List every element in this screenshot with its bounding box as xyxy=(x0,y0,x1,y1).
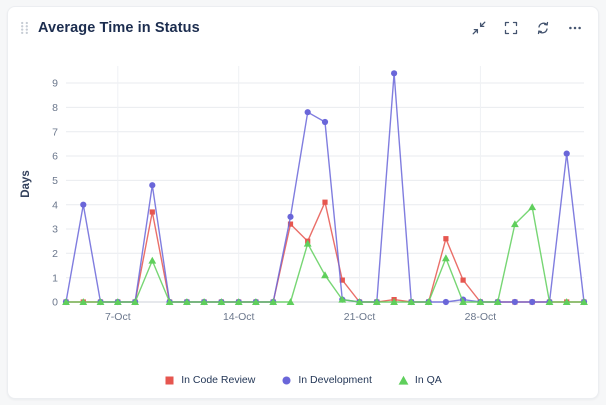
y-axis-label: Days xyxy=(20,170,32,198)
x-tick-label: 21-Oct xyxy=(344,311,376,323)
x-tick-label: 7-Oct xyxy=(105,311,131,323)
x-tick-label: 14-Oct xyxy=(223,311,255,323)
legend-item-in-code-review[interactable]: In Code Review xyxy=(164,374,255,386)
collapse-icon[interactable] xyxy=(472,21,486,35)
legend-label: In QA xyxy=(414,374,442,386)
fullscreen-icon[interactable] xyxy=(504,21,518,35)
widget-title: Average Time in Status xyxy=(38,20,200,36)
y-tick-label: 5 xyxy=(52,175,58,187)
y-tick-label: 9 xyxy=(52,78,58,90)
average-time-in-status-widget: Average Time in Status xyxy=(7,6,599,399)
refresh-icon[interactable] xyxy=(536,21,550,35)
legend-label: In Development xyxy=(298,374,372,386)
y-tick-label: 6 xyxy=(52,151,58,163)
drag-handle-icon[interactable] xyxy=(20,21,29,35)
square-marker-icon xyxy=(165,376,174,384)
widget-actions xyxy=(472,21,582,35)
average-time-in-status-line-chart: 0 1 2 3 4 5 6 7 8 9 7-Oct 14-Oct 21-Oct 28-Oct Days xyxy=(20,66,588,323)
widget-header: Average Time in Status xyxy=(8,7,598,40)
more-options-icon[interactable] xyxy=(568,21,582,35)
y-tick-label: 4 xyxy=(52,199,58,211)
y-tick-label: 0 xyxy=(52,297,58,309)
y-tick-label: 3 xyxy=(52,224,58,236)
chart-grid xyxy=(66,66,584,303)
chart-legend: In Code Review In Development In QA xyxy=(8,372,598,398)
legend-label: In Code Review xyxy=(181,374,256,386)
y-tick-label: 2 xyxy=(52,248,58,260)
y-tick-label: 7 xyxy=(52,126,58,138)
chart-area: 0 1 2 3 4 5 6 7 8 9 7-Oct 14-Oct 21-Oct 28-Oct Days xyxy=(8,40,598,372)
y-tick-label: 1 xyxy=(52,272,58,284)
circle-marker-icon xyxy=(282,376,291,384)
legend-item-in-development[interactable]: In Development xyxy=(281,374,372,386)
x-tick-label: 28-Oct xyxy=(465,311,497,323)
y-tick-label: 8 xyxy=(52,102,58,114)
triangle-marker-icon xyxy=(398,375,409,385)
legend-item-in-qa[interactable]: In QA xyxy=(398,374,442,386)
series-in-qa xyxy=(62,203,588,305)
